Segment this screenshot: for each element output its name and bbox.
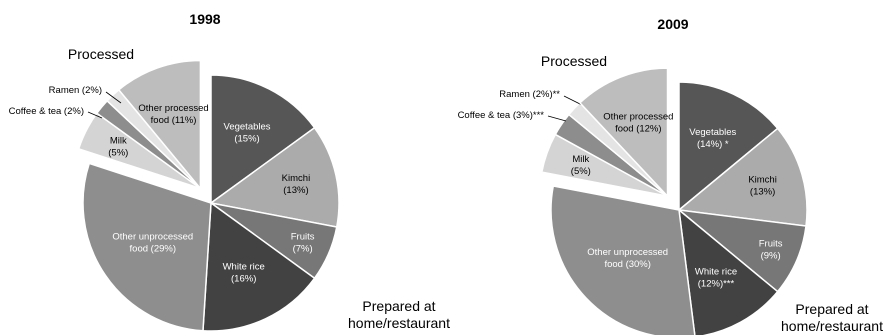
chart-1998-slice-label-3: White rice (16%) xyxy=(223,261,265,284)
chart-2009-slice-label-1: Kimchi (13%) xyxy=(748,175,777,198)
chart-1998-group-prepared: Prepared at home/restaurant xyxy=(348,298,450,331)
chart-1998-slice-label-7: Ramen (2%) xyxy=(49,85,102,96)
chart-2009-group-prepared: Prepared at home/restaurant xyxy=(781,301,883,334)
chart-2009-group-processed: Processed xyxy=(541,53,607,69)
chart-2009-slice-label-6: Coffee & tea (3%)*** xyxy=(458,110,545,121)
chart-2009-leader-line-6 xyxy=(547,115,567,122)
chart-1998-slice-label-1: Kimchi (13%) xyxy=(282,173,311,196)
chart-2009-pie: Vegetables (14%) * Kimchi (13%) Fruits (9%) Wh… xyxy=(458,67,808,335)
chart-1998-slice-8 xyxy=(117,59,202,191)
chart-1998-slice-4 xyxy=(82,162,212,332)
chart-2009-slice-label-2: Fruits (9%) xyxy=(759,239,783,262)
chart-2009-slice-8 xyxy=(578,67,669,199)
chart-2009-slice-1 xyxy=(677,127,808,227)
chart-1998-slice-label-8: Other processed food (11%) xyxy=(138,103,208,126)
chart-1998-pie: Vegetables (15%) Kimchi (13%) Fruits (7%) Whit… xyxy=(9,59,340,332)
chart-2009-slice-4 xyxy=(550,185,696,335)
chart-2009-slice-label-7: Ramen (2%)** xyxy=(499,89,560,100)
chart-1998-slice-label-5: Milk (5%) xyxy=(108,136,128,159)
chart-2009-title: 2009 xyxy=(657,16,688,32)
chart-1998-slice-0 xyxy=(210,74,316,205)
chart-1998-title: 1998 xyxy=(189,11,220,27)
chart-2009-slice-label-0: Vegetables (14%) * xyxy=(689,127,736,150)
chart-2009-slice-3 xyxy=(678,208,779,335)
chart-2009-slice-label-8: Other processed food (12%) xyxy=(603,111,673,134)
chart-1998-slice-label-4: Other unprocessed food (29%) xyxy=(112,232,193,255)
chart-2009-slice-label-5: Milk (5%) xyxy=(571,154,591,177)
chart-2009-slice-label-4: Other unprocessed food (30%) xyxy=(587,247,668,270)
chart-2009-slice-0 xyxy=(678,81,779,212)
chart-1998-slice-label-0: Vegetables (15%) xyxy=(224,121,271,144)
chart-1998-leader-line-7 xyxy=(105,91,122,104)
chart-1998-group-processed: Processed xyxy=(68,46,134,62)
chart-1998-leader-line-6 xyxy=(87,111,103,119)
chart-2009-slice-label-3: White rice (12%)*** xyxy=(695,266,737,289)
chart-1998-slice-3 xyxy=(202,201,316,332)
chart-1998-slice-1 xyxy=(209,126,340,228)
chart-1998-slice-label-6: Coffee & tea (2%) xyxy=(9,106,84,117)
chart-1998-slice-label-2: Fruits (7%) xyxy=(291,232,315,255)
